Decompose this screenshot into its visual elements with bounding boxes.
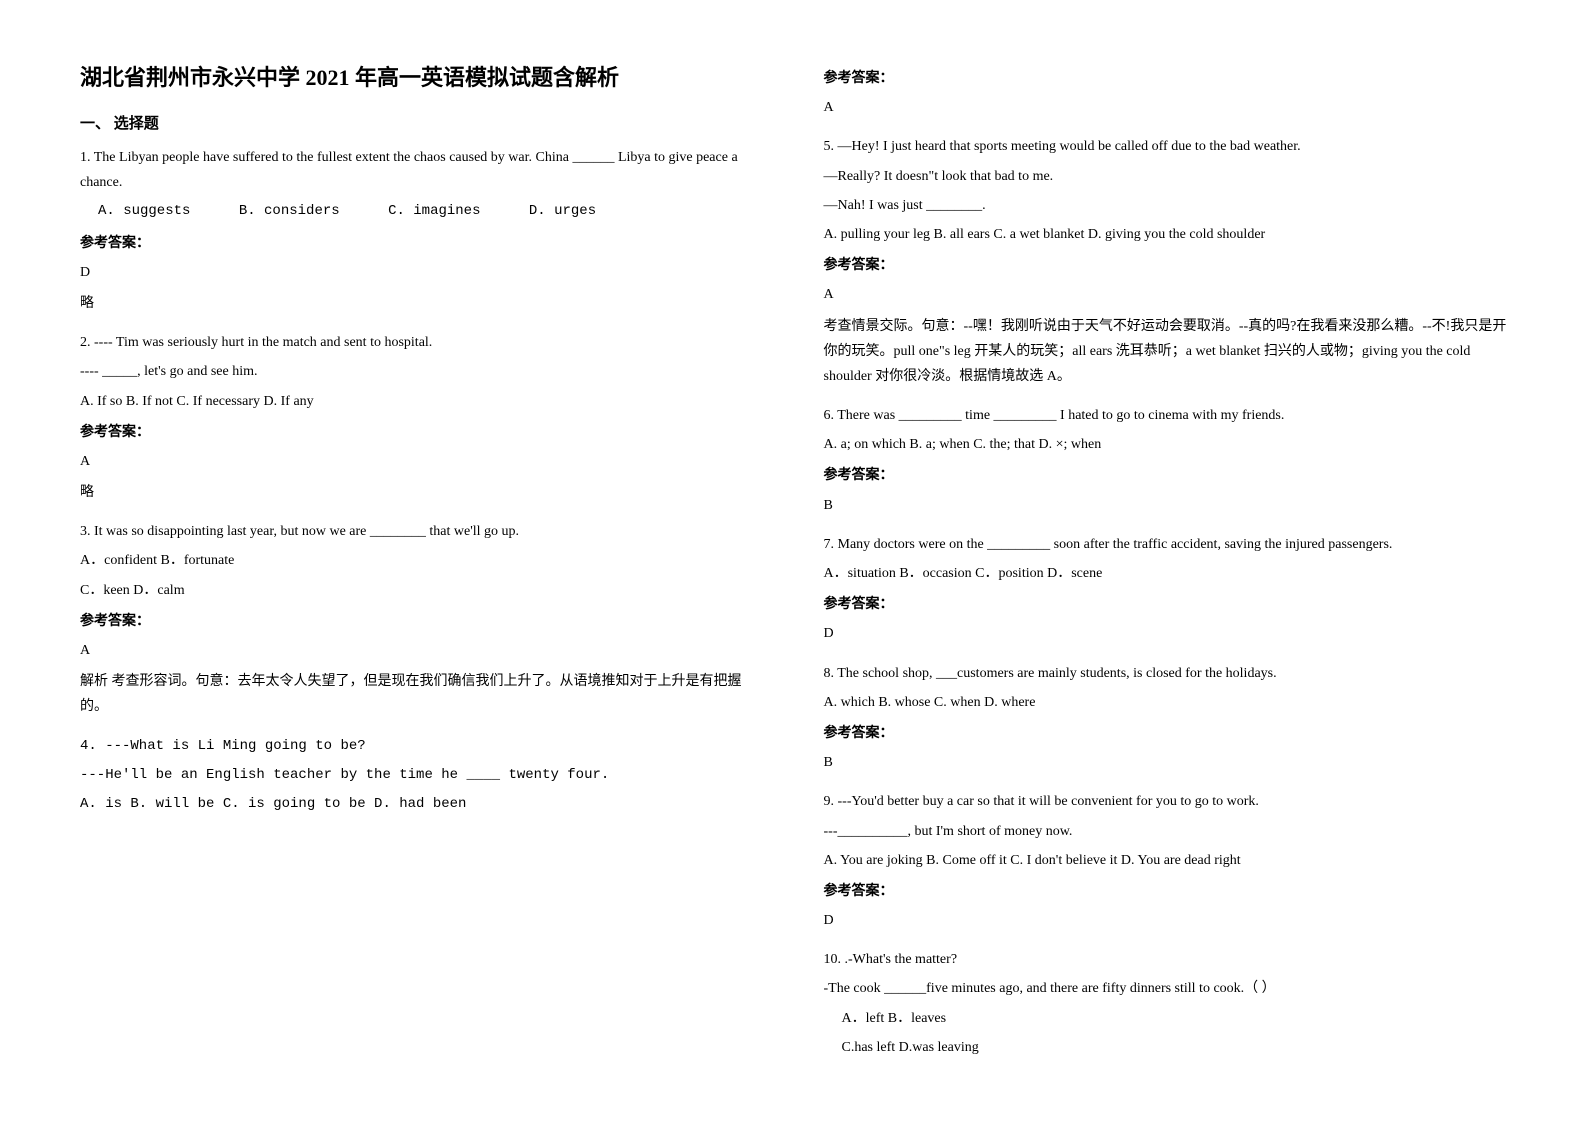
question-7: 7. Many doctors were on the _________ so… xyxy=(824,532,1508,647)
question-text: 3. It was so disappointing last year, bu… xyxy=(80,519,764,544)
answer-label: 参考答案： xyxy=(824,592,1508,617)
answer-value: A xyxy=(80,449,764,474)
question-6: 6. There was _________ time _________ I … xyxy=(824,403,1508,518)
answer-label: 参考答案： xyxy=(824,879,1508,904)
answer-value: D xyxy=(824,621,1508,646)
question-text: —Really? It doesn"t look that bad to me. xyxy=(824,164,1508,189)
question-options: A. pulling your leg B. all ears C. a wet… xyxy=(824,222,1508,247)
question-text: 2. ---- Tim was seriously hurt in the ma… xyxy=(80,330,764,355)
question-options: A．left B．leaves xyxy=(842,1006,1508,1031)
question-1: 1. The Libyan people have suffered to th… xyxy=(80,145,764,316)
question-4: 4. ---What is Li Ming going to be? ---He… xyxy=(80,734,764,818)
explanation: 解析 考查形容词。句意：去年太令人失望了，但是现在我们确信我们上升了。从语境推知… xyxy=(80,669,764,719)
question-options: C．keen D．calm xyxy=(80,578,764,603)
question-text: 1. The Libyan people have suffered to th… xyxy=(80,145,764,195)
answer-value: D xyxy=(80,260,764,285)
explanation: 考查情景交际。句意：--嘿！我刚听说由于天气不好运动会要取消。--真的吗?在我看… xyxy=(824,314,1508,390)
answer-value: A xyxy=(824,95,1508,120)
question-text: 9. ---You'd better buy a car so that it … xyxy=(824,789,1508,814)
answer-value: A xyxy=(80,638,764,663)
question-3: 3. It was so disappointing last year, bu… xyxy=(80,519,764,719)
explanation: 略 xyxy=(80,480,764,505)
question-options: A．situation B．occasion C．position D．scen… xyxy=(824,561,1508,586)
question-text: 7. Many doctors were on the _________ so… xyxy=(824,532,1508,557)
question-8: 8. The school shop, ___customers are mai… xyxy=(824,661,1508,776)
page-title: 湖北省荆州市永兴中学 2021 年高一英语模拟试题含解析 xyxy=(80,60,764,92)
question-options: C.has left D.was leaving xyxy=(842,1035,1508,1060)
question-text: ---__________, but I'm short of money no… xyxy=(824,819,1508,844)
question-10: 10. .-What's the matter? -The cook _____… xyxy=(824,947,1508,1060)
answer-value: B xyxy=(824,750,1508,775)
question-9: 9. ---You'd better buy a car so that it … xyxy=(824,789,1508,933)
question-text: 8. The school shop, ___customers are mai… xyxy=(824,661,1508,686)
question-options: A. which B. whose C. when D. where xyxy=(824,690,1508,715)
answer-label: 参考答案： xyxy=(80,231,764,256)
question-options: A. If so B. If not C. If necessary D. If… xyxy=(80,389,764,414)
option-c: C. imagines xyxy=(388,203,480,219)
question-options: A. You are joking B. Come off it C. I do… xyxy=(824,848,1508,873)
right-column: 参考答案： A 5. —Hey! I just heard that sport… xyxy=(824,60,1508,1074)
answer-label: 参考答案： xyxy=(80,420,764,445)
question-options: A. suggests B. considers C. imagines D. … xyxy=(98,199,764,224)
question-text: 6. There was _________ time _________ I … xyxy=(824,403,1508,428)
question-4-answer: 参考答案： A xyxy=(824,66,1508,120)
answer-label: 参考答案： xyxy=(80,609,764,634)
option-b: B. considers xyxy=(239,203,340,219)
answer-label: 参考答案： xyxy=(824,463,1508,488)
answer-value: A xyxy=(824,282,1508,307)
question-options: A. a; on which B. a; when C. the; that D… xyxy=(824,432,1508,457)
section-heading: 一、 选择题 xyxy=(80,112,764,133)
question-text: 10. .-What's the matter? xyxy=(824,947,1508,972)
question-text: -The cook ______five minutes ago, and th… xyxy=(824,976,1508,1001)
answer-value: B xyxy=(824,493,1508,518)
question-text: ---- _____, let's go and see him. xyxy=(80,359,764,384)
option-d: D. urges xyxy=(529,203,596,219)
question-text: 5. —Hey! I just heard that sports meetin… xyxy=(824,134,1508,159)
answer-label: 参考答案： xyxy=(824,253,1508,278)
question-options: A. is B. will be C. is going to be D. ha… xyxy=(80,792,764,817)
answer-value: D xyxy=(824,908,1508,933)
explanation: 略 xyxy=(80,291,764,316)
question-text: ---He'll be an English teacher by the ti… xyxy=(80,763,764,788)
answer-label: 参考答案： xyxy=(824,66,1508,91)
option-a: A. suggests xyxy=(98,203,190,219)
question-options: A．confident B．fortunate xyxy=(80,548,764,573)
answer-label: 参考答案： xyxy=(824,721,1508,746)
left-column: 湖北省荆州市永兴中学 2021 年高一英语模拟试题含解析 一、 选择题 1. T… xyxy=(80,60,764,1074)
question-2: 2. ---- Tim was seriously hurt in the ma… xyxy=(80,330,764,505)
question-text: 4. ---What is Li Ming going to be? xyxy=(80,734,764,759)
question-text: —Nah! I was just ________. xyxy=(824,193,1508,218)
question-5: 5. —Hey! I just heard that sports meetin… xyxy=(824,134,1508,389)
